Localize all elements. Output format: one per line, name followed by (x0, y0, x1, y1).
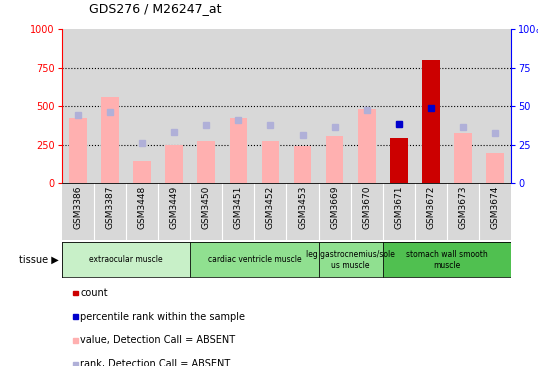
Text: percentile rank within the sample: percentile rank within the sample (80, 311, 245, 322)
Bar (286, 183, 318, 240)
Text: GSM3673: GSM3673 (458, 186, 468, 229)
Bar (230, 119, 247, 183)
Text: extraocular muscle: extraocular muscle (89, 255, 163, 264)
Bar (126, 29, 158, 183)
Bar (197, 142, 215, 183)
Text: tissue ▶: tissue ▶ (19, 255, 59, 265)
Bar (318, 242, 383, 277)
Bar (447, 29, 479, 183)
Bar (94, 29, 126, 183)
Bar (62, 183, 94, 240)
Bar (133, 161, 151, 183)
Bar (254, 183, 286, 240)
Bar (62, 29, 94, 183)
Bar (190, 242, 318, 277)
Text: count: count (80, 288, 108, 298)
Bar (447, 183, 479, 240)
Text: GSM3669: GSM3669 (330, 186, 339, 229)
Bar (158, 183, 190, 240)
Bar (62, 242, 190, 277)
Bar (415, 183, 447, 240)
Text: stomach wall smooth
muscle: stomach wall smooth muscle (406, 250, 488, 270)
Bar (318, 183, 351, 240)
Bar (383, 242, 511, 277)
Bar (286, 29, 318, 183)
Bar (190, 183, 222, 240)
Bar (318, 29, 351, 183)
Bar (126, 183, 158, 240)
Bar (69, 119, 87, 183)
Text: GSM3450: GSM3450 (202, 186, 211, 229)
Bar (383, 183, 415, 240)
Bar (222, 29, 254, 183)
Bar (479, 183, 511, 240)
Text: GSM3453: GSM3453 (298, 186, 307, 229)
Bar (222, 183, 254, 240)
Bar (358, 109, 376, 183)
Bar (158, 29, 190, 183)
Bar (390, 138, 408, 183)
Text: GSM3452: GSM3452 (266, 186, 275, 229)
Text: GSM3670: GSM3670 (362, 186, 371, 229)
Bar (261, 142, 279, 183)
Bar (390, 138, 408, 183)
Bar (101, 97, 119, 183)
Text: GSM3387: GSM3387 (105, 186, 115, 229)
Text: cardiac ventricle muscle: cardiac ventricle muscle (208, 255, 301, 264)
Text: GSM3671: GSM3671 (394, 186, 404, 229)
Text: GDS276 / M26247_at: GDS276 / M26247_at (89, 1, 221, 15)
Bar (294, 146, 312, 183)
Bar (454, 133, 472, 183)
Bar (351, 29, 383, 183)
Bar (486, 153, 504, 183)
Bar (415, 29, 447, 183)
Bar (254, 29, 286, 183)
Text: GSM3386: GSM3386 (73, 186, 82, 229)
Text: GSM3448: GSM3448 (138, 186, 146, 229)
Bar (351, 183, 383, 240)
Text: leg gastrocnemius/sole
us muscle: leg gastrocnemius/sole us muscle (306, 250, 395, 270)
Text: GSM3449: GSM3449 (169, 186, 179, 229)
Bar (190, 29, 222, 183)
Text: value, Detection Call = ABSENT: value, Detection Call = ABSENT (80, 335, 236, 346)
Bar (94, 183, 126, 240)
Bar (383, 29, 415, 183)
Bar (479, 29, 511, 183)
Text: GSM3672: GSM3672 (427, 186, 435, 229)
Text: %: % (536, 29, 538, 39)
Text: rank, Detection Call = ABSENT: rank, Detection Call = ABSENT (80, 359, 231, 366)
Bar (422, 60, 440, 183)
Text: GSM3674: GSM3674 (491, 186, 500, 229)
Bar (165, 145, 183, 183)
Bar (326, 136, 343, 183)
Bar (62, 242, 511, 278)
Text: GSM3451: GSM3451 (234, 186, 243, 229)
